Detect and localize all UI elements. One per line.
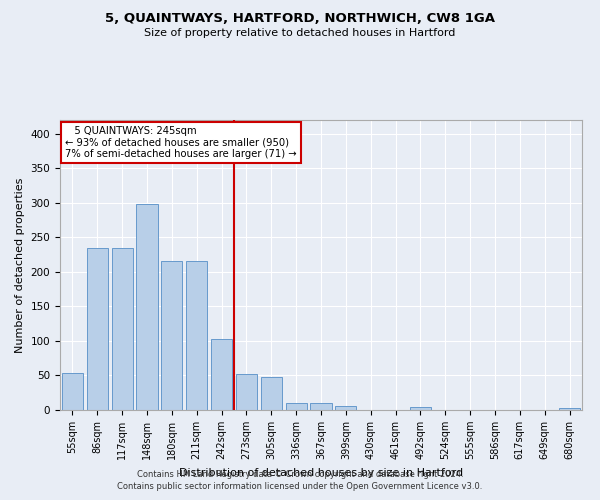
Text: Contains HM Land Registry data © Crown copyright and database right 2024.: Contains HM Land Registry data © Crown c…	[137, 470, 463, 479]
Bar	[236, 374, 257, 410]
Bar	[559, 408, 580, 410]
Bar	[186, 261, 207, 410]
Bar	[261, 377, 282, 410]
Bar	[87, 248, 108, 410]
Bar	[335, 406, 356, 410]
Text: 5 QUAINTWAYS: 245sqm
← 93% of detached houses are smaller (950)
7% of semi-detac: 5 QUAINTWAYS: 245sqm ← 93% of detached h…	[65, 126, 297, 159]
Y-axis label: Number of detached properties: Number of detached properties	[15, 178, 25, 352]
Bar	[211, 339, 232, 410]
Text: Size of property relative to detached houses in Hartford: Size of property relative to detached ho…	[145, 28, 455, 38]
Bar	[112, 248, 133, 410]
Bar	[410, 406, 431, 410]
Bar	[310, 403, 332, 410]
Text: 5, QUAINTWAYS, HARTFORD, NORTHWICH, CW8 1GA: 5, QUAINTWAYS, HARTFORD, NORTHWICH, CW8 …	[105, 12, 495, 26]
Bar	[136, 204, 158, 410]
Bar	[286, 403, 307, 410]
Text: Contains public sector information licensed under the Open Government Licence v3: Contains public sector information licen…	[118, 482, 482, 491]
X-axis label: Distribution of detached houses by size in Hartford: Distribution of detached houses by size …	[179, 468, 463, 477]
Bar	[161, 261, 182, 410]
Bar	[62, 374, 83, 410]
